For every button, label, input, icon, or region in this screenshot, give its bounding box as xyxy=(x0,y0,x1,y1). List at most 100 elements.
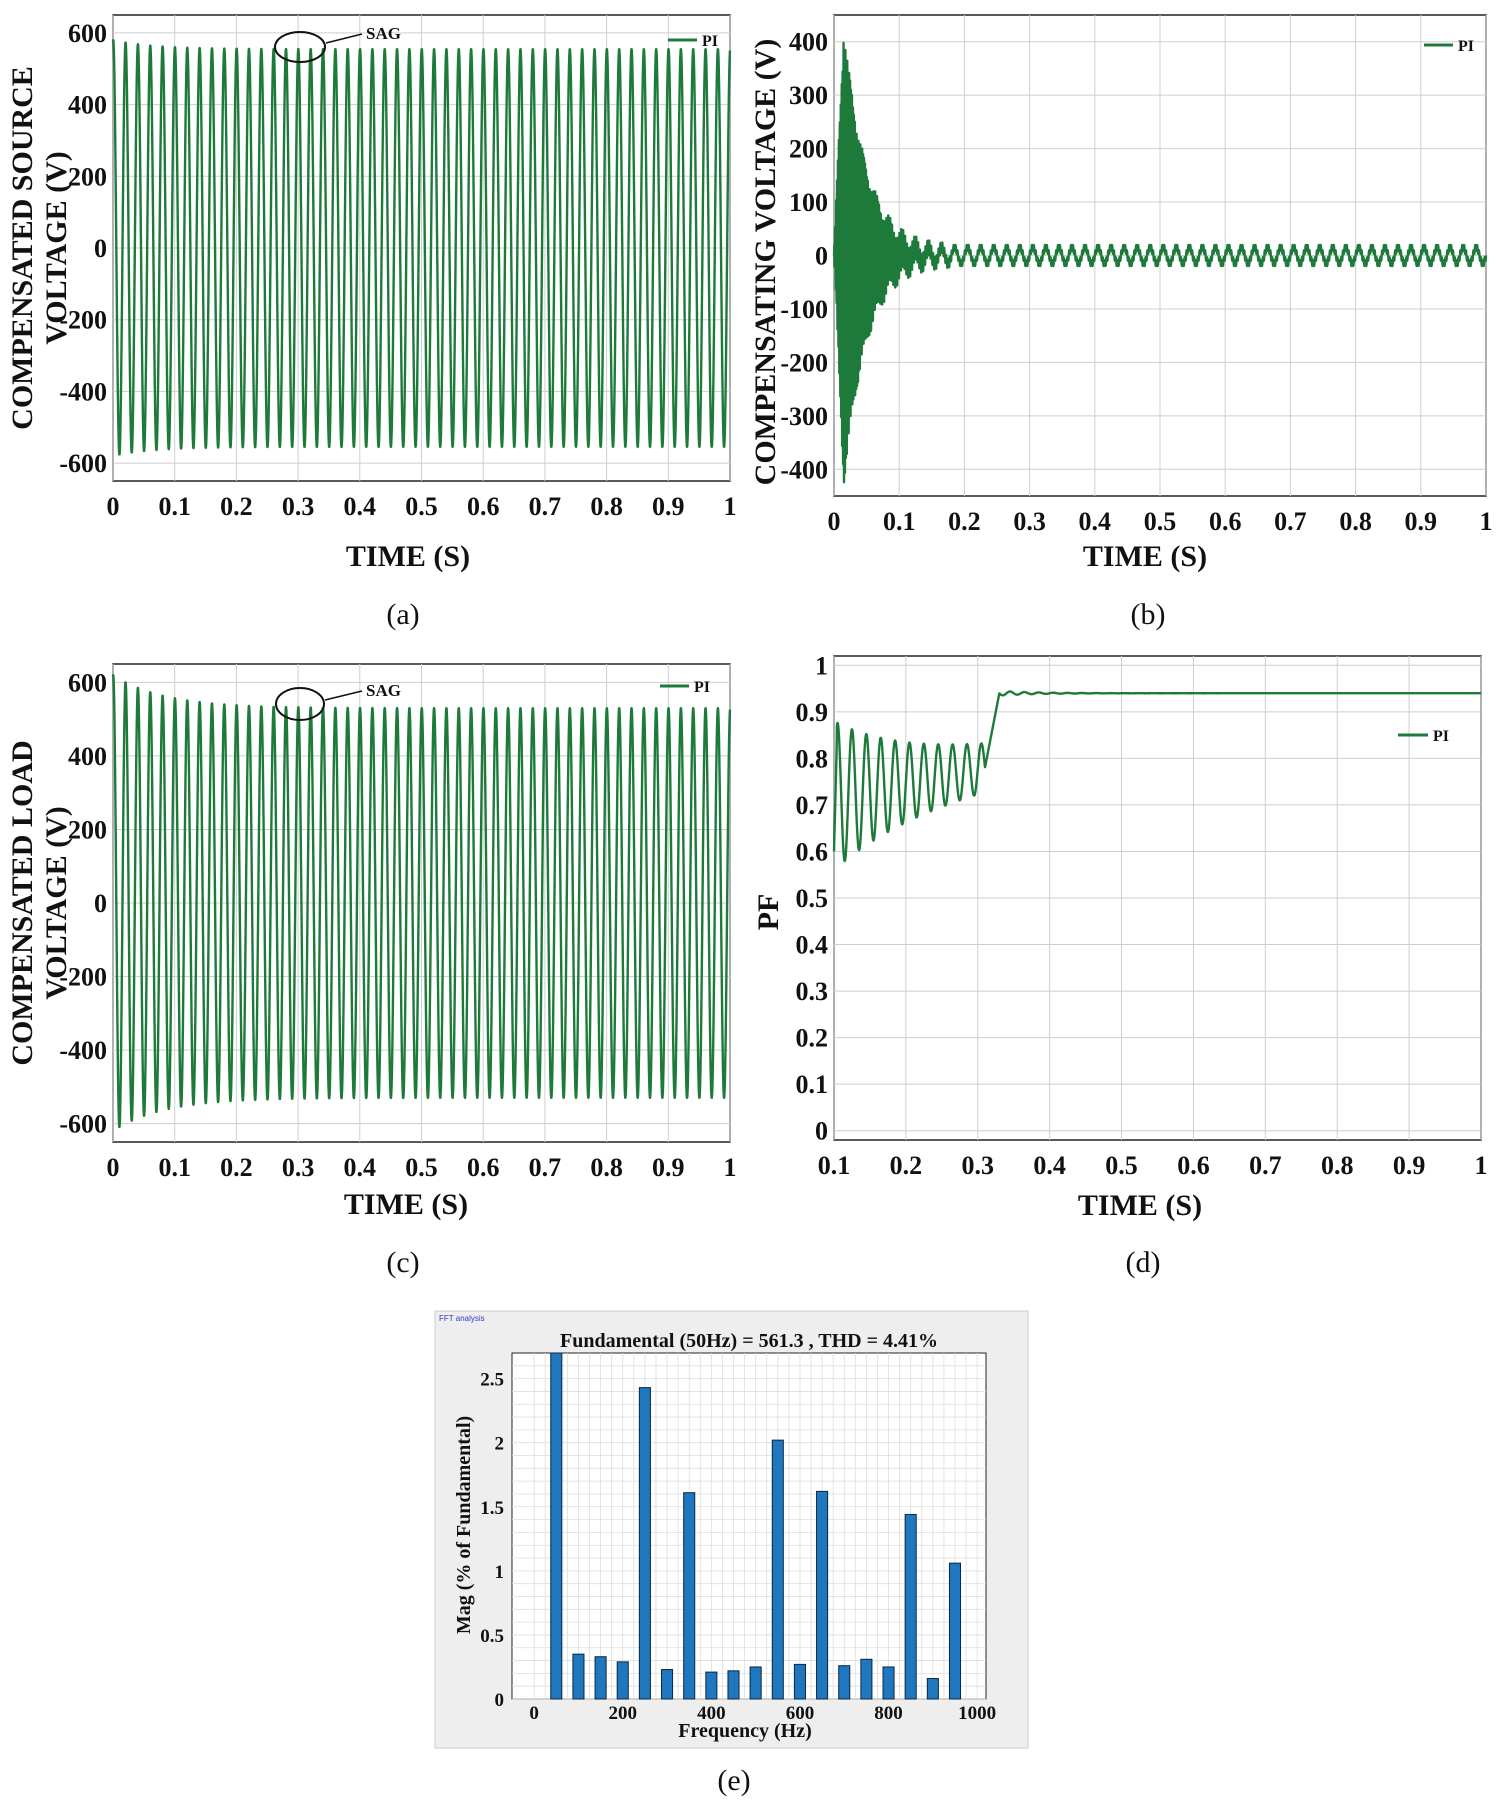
chart-panel-c: 600 400 200 0 -200 -400 -600 0 0.1 0.2 0.3 0.4 0.5 0… xyxy=(6,663,737,1279)
x-tick-label: 1 xyxy=(1475,1151,1488,1180)
bar-harmonic xyxy=(683,1492,696,1700)
ylabel-e: Mag (% of Fundamental) xyxy=(453,1416,475,1634)
x-tick-label: 0.7 xyxy=(529,492,562,521)
x-tick-label: 0.4 xyxy=(1033,1151,1066,1180)
legend-label-d: PI xyxy=(1433,728,1449,745)
y-tick-label: 0.7 xyxy=(796,791,829,820)
caption-e: (e) xyxy=(717,1764,750,1797)
x-tick-label: 0.3 xyxy=(1013,507,1046,536)
x-tick-label: 0.5 xyxy=(405,492,438,521)
x-tick-label: 1 xyxy=(724,1153,737,1182)
chart-panel-b: 400 300 200 100 0 -100 -200 -300 -400 0 0.1 0.2 0.3… xyxy=(749,14,1493,631)
x-tick-label: 1 xyxy=(1480,507,1493,536)
bar-harmonic xyxy=(749,1666,762,1700)
y-tick-label: 1 xyxy=(495,1562,505,1583)
bar-harmonic xyxy=(926,1678,939,1700)
bar-harmonic xyxy=(904,1513,917,1700)
x-tick-label: 1 xyxy=(724,492,737,521)
y-tick-label: -100 xyxy=(780,295,828,324)
x-tick-label: 0.9 xyxy=(1405,507,1438,536)
y-tick-label: 600 xyxy=(68,668,107,697)
x-tick-label: 0.3 xyxy=(282,1153,315,1182)
bar-harmonic xyxy=(572,1653,585,1700)
y-tick-label: 200 xyxy=(789,135,828,164)
x-tick-label: 0.5 xyxy=(405,1153,438,1182)
bar-harmonic xyxy=(838,1665,851,1700)
y-tick-label: -400 xyxy=(59,377,107,406)
bar-harmonic xyxy=(705,1671,718,1700)
bar-harmonic xyxy=(594,1656,607,1700)
x-tick-label: 0.1 xyxy=(158,492,191,521)
y-tick-label: 0.9 xyxy=(796,698,829,727)
x-tick-label: 0.1 xyxy=(818,1151,851,1180)
y-tick-label: 2.5 xyxy=(480,1370,504,1391)
x-tick-label: 0.4 xyxy=(344,492,377,521)
y-tick-label: 0.6 xyxy=(796,837,829,866)
fft-window-title: FFT analysis xyxy=(439,1314,485,1323)
x-tick-label: 0.8 xyxy=(590,492,623,521)
y-tick-label: -400 xyxy=(59,1036,107,1065)
y-tick-label: 0.5 xyxy=(796,884,829,913)
series-line-pi xyxy=(111,674,732,1129)
x-tick-label: 0.7 xyxy=(1274,507,1307,536)
x-tick-label: 0.2 xyxy=(220,1153,253,1182)
x-tick-label: 0.8 xyxy=(1339,507,1372,536)
sag-label-c: SAG xyxy=(366,681,401,700)
legend-label-b: PI xyxy=(1458,38,1474,55)
y-tick-label: 0 xyxy=(495,1690,505,1711)
x-tick-label: 0.7 xyxy=(529,1153,562,1182)
bar-harmonic xyxy=(661,1669,674,1700)
y-tick-label: 0.8 xyxy=(796,744,829,773)
y-tick-label: 200 xyxy=(68,162,107,191)
xlabel-d: TIME (S) xyxy=(1078,1189,1202,1222)
y-tick-label: 100 xyxy=(789,188,828,217)
ylabel-a-line2: VOLTAGE (V) xyxy=(40,151,73,345)
y-tick-label: 2 xyxy=(495,1434,505,1455)
ylabel-a-line1: COMPENSATED SOURCE xyxy=(6,66,39,430)
legend-label-a: PI xyxy=(702,33,718,50)
x-tick-label: 0.7 xyxy=(1249,1151,1282,1180)
y-tick-label: 1.5 xyxy=(480,1498,504,1519)
bar-harmonic xyxy=(860,1658,873,1700)
y-tick-label: 0 xyxy=(815,242,828,271)
xlabel-c: TIME (S) xyxy=(344,1188,468,1221)
y-tick-label: -200 xyxy=(780,348,828,377)
bar-harmonic xyxy=(882,1666,895,1700)
bar-harmonic xyxy=(638,1387,651,1700)
x-tick-label: 0.8 xyxy=(1321,1151,1354,1180)
y-tick-label: -200 xyxy=(59,306,107,335)
ylabel-c-line2: VOLTAGE (V) xyxy=(40,806,73,1000)
x-tick-label: 0.1 xyxy=(883,507,916,536)
bar-harmonic xyxy=(816,1490,829,1700)
series-line-pi xyxy=(111,39,732,456)
x-tick-label: 0.6 xyxy=(1209,507,1242,536)
y-tick-label: 0 xyxy=(94,234,107,263)
y-tick-label: 0.5 xyxy=(480,1626,504,1647)
x-tick-label: 0.2 xyxy=(220,492,253,521)
y-tick-label: -600 xyxy=(59,1110,107,1139)
y-tick-label: 0.1 xyxy=(796,1070,829,1099)
y-tick-label: 0.3 xyxy=(796,977,829,1006)
y-tick-label: 400 xyxy=(68,742,107,771)
sag-arrow-a xyxy=(325,33,363,44)
chart-panel-e: FFT analysis Fundamental (50Hz) = 561.3 … xyxy=(434,1310,1029,1797)
x-tick-label: 0.2 xyxy=(948,507,981,536)
y-tick-label: 400 xyxy=(68,91,107,120)
x-tick-label: 200 xyxy=(608,1703,637,1724)
y-tick-label: 0 xyxy=(94,889,107,918)
sag-marker-a xyxy=(274,31,326,63)
series-line-pi xyxy=(832,41,1488,484)
xlabel-b: TIME (S) xyxy=(1083,540,1207,573)
x-tick-label: 0.6 xyxy=(467,492,500,521)
legend-label-c: PI xyxy=(694,679,710,696)
x-tick-label: 0.1 xyxy=(158,1153,191,1182)
xlabel-e: Frequency (Hz) xyxy=(678,1720,812,1742)
y-tick-label: -200 xyxy=(59,963,107,992)
fft-title: Fundamental (50Hz) = 561.3 , THD = 4.41% xyxy=(560,1330,938,1352)
x-tick-label: 1000 xyxy=(958,1703,996,1724)
bar-harmonic xyxy=(948,1562,962,1700)
caption-a: (a) xyxy=(386,598,419,631)
x-tick-label: 0.3 xyxy=(282,492,315,521)
x-tick-label: 0 xyxy=(828,507,841,536)
